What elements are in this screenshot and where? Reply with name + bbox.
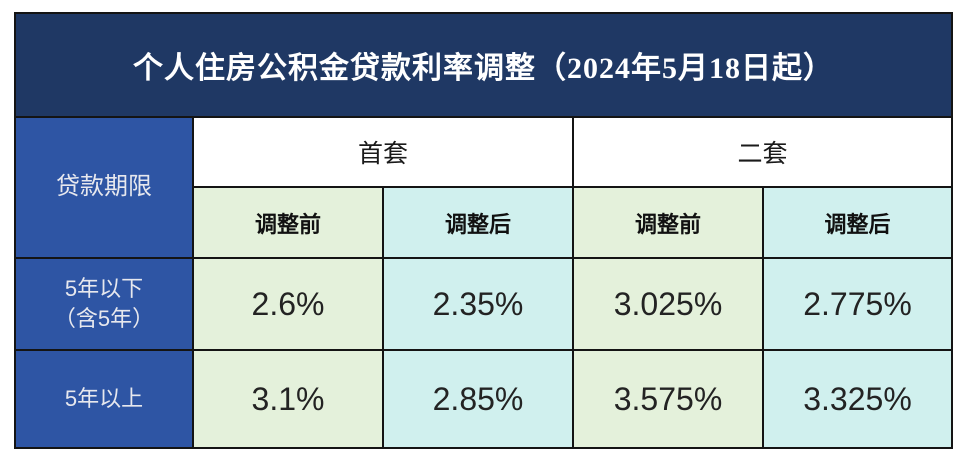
value-second-after-under5: 2.775%: [764, 259, 951, 349]
row-label-over-5-years: 5年以上: [16, 351, 192, 447]
row-label-line1: 5年以上: [64, 386, 144, 412]
group-header-second-home: 二套: [574, 118, 951, 186]
value-second-before-over5: 3.575%: [574, 351, 762, 447]
table-title: 个人住房公积金贷款利率调整（2024年5月18日起）: [16, 14, 951, 116]
corner-header-loan-term: 贷款期限: [16, 118, 192, 257]
sub-header-after-first: 调整后: [384, 188, 572, 257]
loan-rate-table: 个人住房公积金贷款利率调整（2024年5月18日起） 贷款期限 首套 二套 调整…: [14, 12, 953, 449]
sub-header-before-first: 调整前: [194, 188, 382, 257]
value-first-after-under5: 2.35%: [384, 259, 572, 349]
value-first-after-over5: 2.85%: [384, 351, 572, 447]
row-label-line2: （含5年）: [53, 306, 155, 331]
sub-header-after-second: 调整后: [764, 188, 951, 257]
row-label-line1: 5年以下: [64, 276, 144, 302]
value-first-before-over5: 3.1%: [194, 351, 382, 447]
group-header-first-home: 首套: [194, 118, 572, 186]
sub-header-before-second: 调整前: [574, 188, 762, 257]
value-first-before-under5: 2.6%: [194, 259, 382, 349]
value-second-before-under5: 3.025%: [574, 259, 762, 349]
value-second-after-over5: 3.325%: [764, 351, 951, 447]
row-label-under-5-years: 5年以下 （含5年）: [16, 259, 192, 349]
